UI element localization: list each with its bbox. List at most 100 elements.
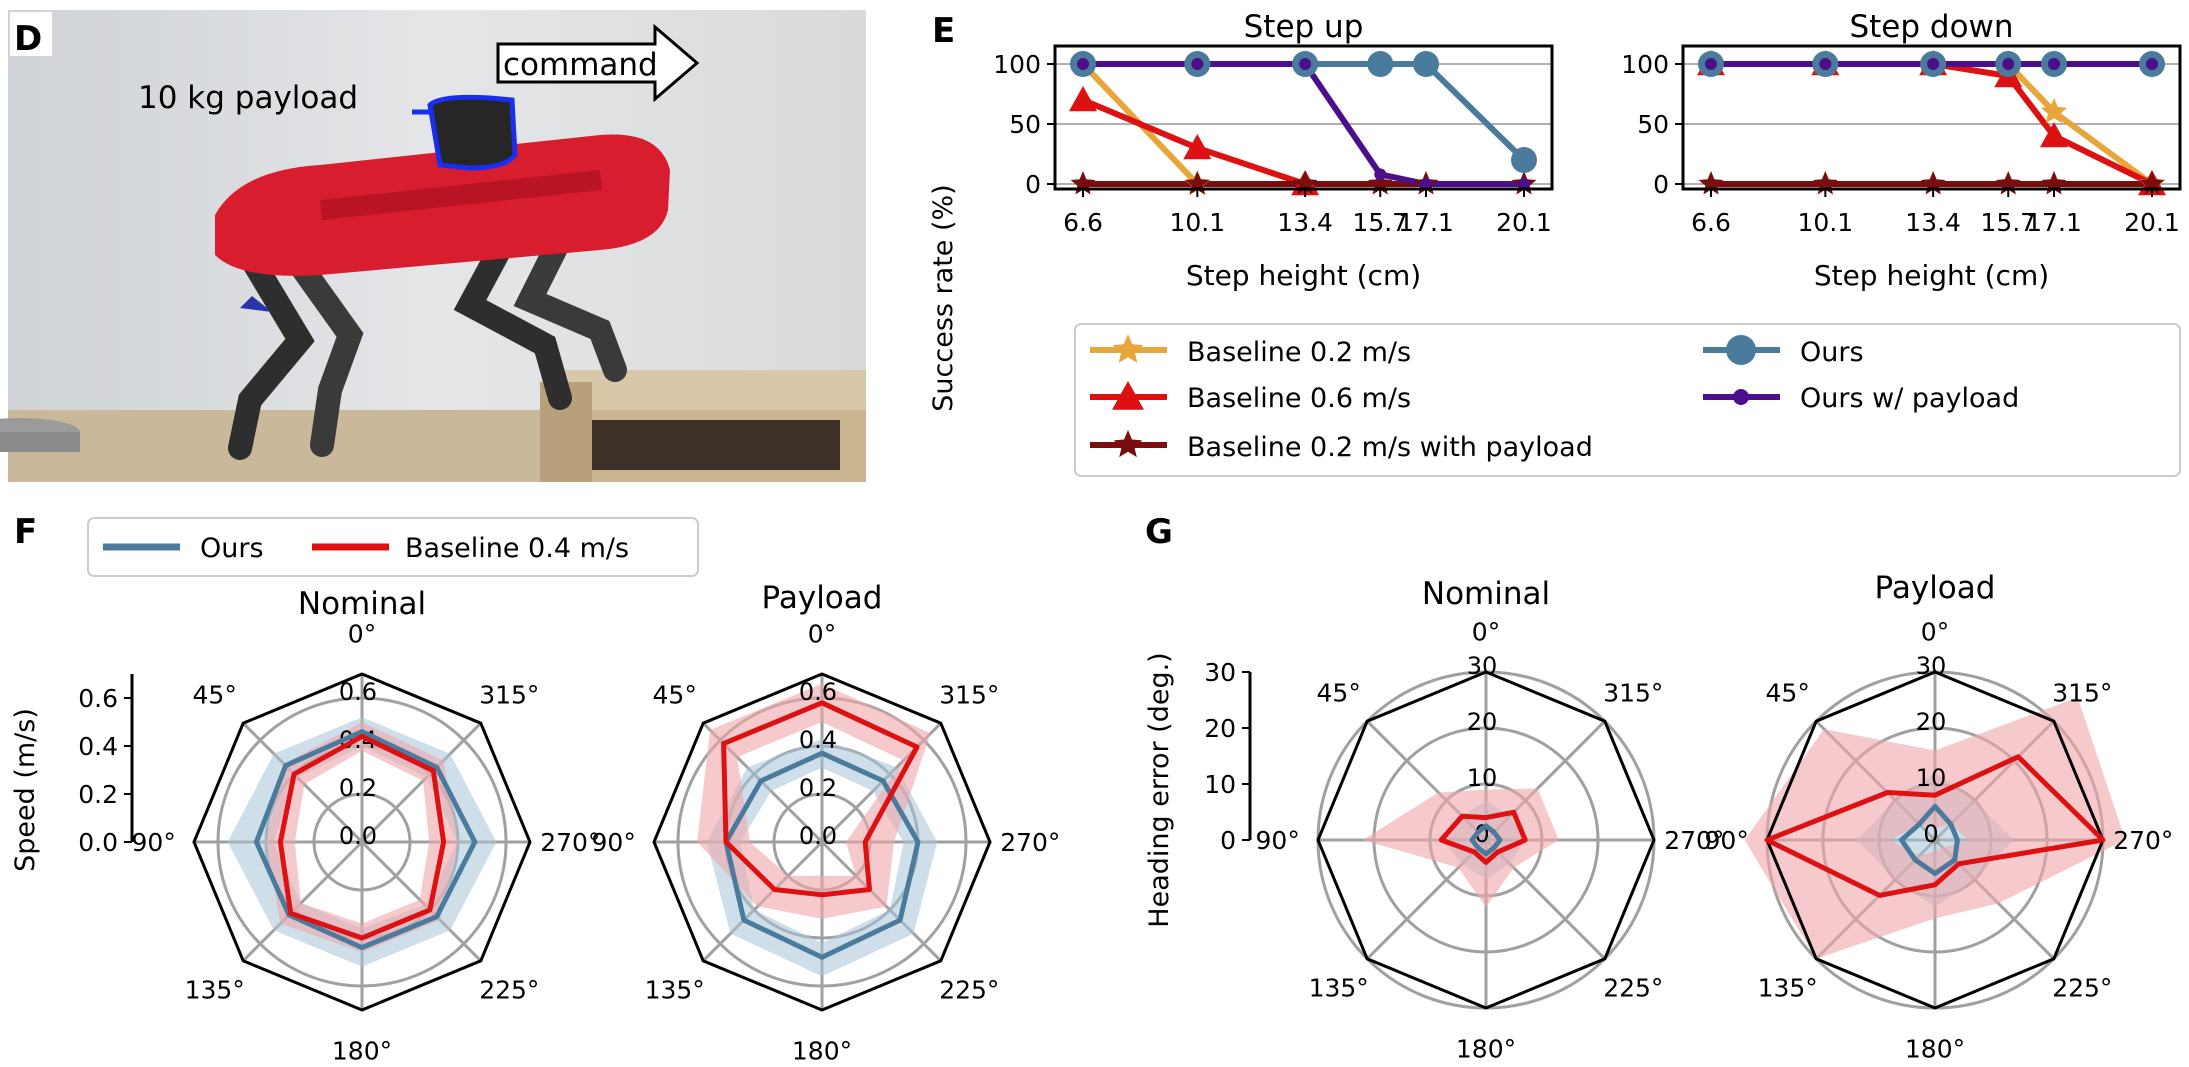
- chart-title: Step up: [1244, 9, 1364, 45]
- angle-label: 45°: [1317, 679, 1361, 708]
- photo-pallet-gap: [590, 420, 840, 470]
- r-tick-label: 20: [1467, 708, 1498, 736]
- data-point: [1927, 58, 1940, 70]
- legend-entry-baseline-06: Baseline 0.6 m/s: [1090, 381, 1411, 414]
- legend-label-baseline: Baseline 0.4 m/s: [405, 533, 629, 564]
- r-tick-label: 0.2: [799, 774, 837, 802]
- legend-entry-ours-payload: Ours w/ payload: [1703, 383, 2019, 414]
- payload-weight: [427, 94, 518, 171]
- angle-label: 135°: [185, 975, 245, 1004]
- angle-label: 135°: [1309, 973, 1369, 1002]
- r-tick-label: 10: [1916, 764, 1947, 792]
- panel-d-letter-bg: [10, 12, 52, 56]
- y-tick-label: 50: [1637, 110, 1669, 139]
- angle-label: 90°: [1705, 826, 1749, 855]
- data-point: [1191, 58, 1204, 70]
- data-point: [2146, 58, 2158, 70]
- x-tick-label: 20.1: [2124, 208, 2180, 237]
- panel-g-letter: G: [1145, 512, 1173, 552]
- x-tick-label: 13.4: [1905, 208, 1961, 237]
- angle-label: 90°: [1256, 826, 1300, 855]
- g-heading-axis: 0 10 20 30: [1204, 658, 1252, 855]
- legend-label: Ours w/ payload: [1800, 383, 2019, 414]
- axis-tick-label: 30: [1204, 658, 1236, 687]
- legend-label: Baseline 0.2 m/s: [1187, 337, 1411, 368]
- data-point: [1367, 51, 1394, 77]
- x-tick-label: 10.1: [1169, 208, 1225, 237]
- axis-tick-label: 10: [1204, 770, 1236, 799]
- x-tick-label: 13.4: [1277, 208, 1333, 237]
- legend-entry-baseline-02-payload: Baseline 0.2 m/s with payload: [1090, 430, 1593, 463]
- x-tick-label: 17.1: [1398, 208, 1454, 237]
- angle-label: 0°: [1921, 618, 1949, 647]
- angle-label: 270°: [2113, 826, 2173, 855]
- e-ylabel: Success rate (%): [928, 184, 959, 411]
- radar-g-nominal: Nominal01020300°315°270°225°180°135°90°4…: [1256, 576, 1725, 1063]
- angle-label: 225°: [939, 975, 999, 1004]
- legend-marker: [1726, 335, 1756, 365]
- data-point: [1420, 178, 1432, 190]
- e-legend-frame: [1074, 323, 2181, 477]
- legend-label: Ours: [1800, 337, 1864, 368]
- chart-title: Payload: [762, 580, 883, 616]
- series-line: [1083, 61, 1527, 163]
- angle-label: 0°: [808, 620, 836, 649]
- plot-frame: [1053, 44, 1554, 191]
- x-tick-label: 15.7: [1352, 208, 1408, 237]
- chart-step-up: Step up 0 50 100 6.6 10.1 13.4 15.717.1 20.1 Step…: [993, 9, 1554, 292]
- angle-label: 0°: [1472, 618, 1500, 647]
- legend-marker: [1733, 389, 1749, 405]
- angle-label: 180°: [1905, 1034, 1965, 1063]
- axis-tick-label: 0.6: [78, 684, 118, 713]
- series-line-baseline: [721, 700, 920, 898]
- angle-label: 90°: [592, 828, 636, 857]
- data-point: [1413, 51, 1439, 77]
- legend-marker: [1113, 430, 1143, 458]
- legend-label: Baseline 0.6 m/s: [1187, 383, 1411, 414]
- series-line-baseline: [1438, 809, 1528, 865]
- angle-label: 225°: [2052, 973, 2112, 1002]
- chart-title: Step down: [1849, 9, 2013, 45]
- angle-label: 45°: [193, 681, 237, 710]
- y-tick-label: 50: [1009, 110, 1041, 139]
- robot-marker: [240, 296, 272, 312]
- data-point: [1183, 134, 1212, 160]
- angle-label: 315°: [479, 681, 539, 710]
- r-tick-label: 0.0: [799, 822, 837, 850]
- data-point: [2002, 58, 2015, 70]
- series-line-ours: [1469, 823, 1503, 857]
- f-legend: Ours Baseline 0.4 m/s: [87, 517, 699, 577]
- baseline-band: [1744, 697, 2126, 959]
- x-tick-label: 17.1: [2026, 208, 2082, 237]
- y-tick-label: 100: [993, 50, 1041, 79]
- x-axis-label: Step height (cm): [1814, 259, 2049, 292]
- axis-tick-label: 0.4: [78, 732, 118, 761]
- g-ylabel: Heading error (deg.): [1144, 652, 1175, 927]
- f-speed-axis: 0.0 0.2 0.4 0.6: [78, 674, 134, 857]
- r-tick-label: 0.6: [339, 678, 377, 706]
- panel-e-letter: E: [932, 11, 955, 51]
- f-legend-frame: [87, 517, 699, 577]
- axis-tick-label: 0.2: [78, 780, 118, 809]
- angular-spoke: [242, 840, 364, 962]
- legend-entry-baseline-02: Baseline 0.2 m/s: [1090, 334, 1411, 368]
- command-arrow: [496, 23, 700, 103]
- radar-f-payload: Payload 0.0 0.2 0.4 0.6 0° 315° 270° 225° 180° 135…: [592, 580, 1061, 1065]
- baseline-band: [697, 683, 931, 919]
- e-legend: Baseline 0.2 m/s Baseline 0.6 m/s Baseli…: [1074, 323, 2181, 477]
- legend-marker: [1112, 334, 1144, 363]
- r-tick-label: 30: [1467, 652, 1498, 680]
- data-point: [1819, 58, 1832, 70]
- data-point: [2040, 98, 2068, 124]
- data-point: [1299, 58, 1312, 70]
- legend-label: Baseline 0.2 m/s with payload: [1187, 432, 1593, 463]
- angle-label: 0°: [348, 620, 376, 649]
- angle-label: 90°: [132, 828, 176, 857]
- plot-frame: [1681, 44, 2182, 191]
- photo-disc-side: [0, 432, 80, 452]
- legend-label-ours: Ours: [200, 533, 264, 564]
- radar-frame: [192, 672, 532, 1012]
- angle-label: 315°: [2052, 679, 2112, 708]
- series-line-baseline: [277, 733, 447, 941]
